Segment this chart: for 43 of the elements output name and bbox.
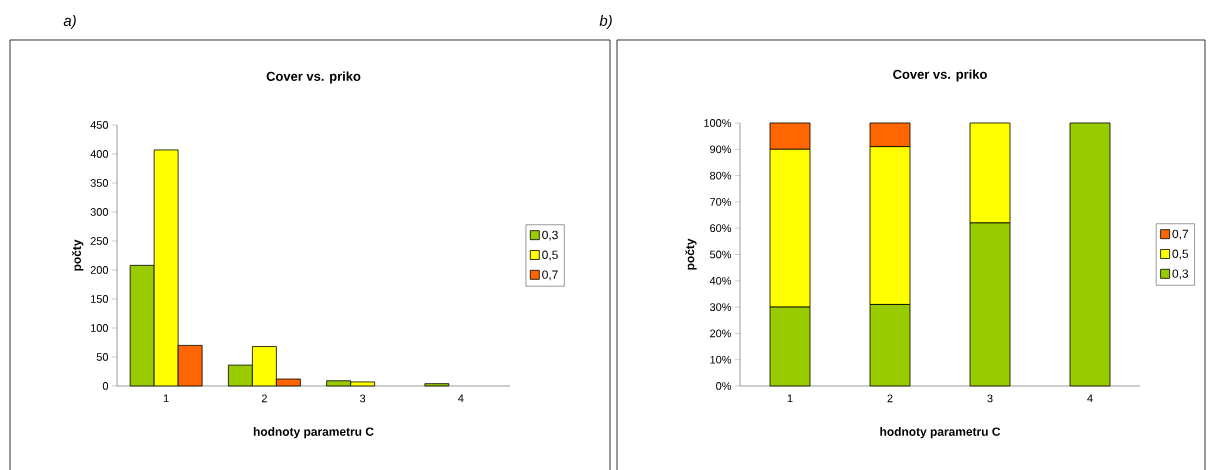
x-tick-label: 4 bbox=[458, 394, 464, 403]
text: a) bbox=[63, 15, 76, 29]
y-tick-label: 100% bbox=[704, 119, 732, 127]
legend-label: 0,3 bbox=[1172, 269, 1189, 280]
y-tick-label: 80% bbox=[710, 171, 732, 180]
legend-label: 0,7 bbox=[542, 270, 558, 281]
x-tick-label: 3 bbox=[987, 394, 993, 403]
y-tick-label: 10% bbox=[710, 355, 732, 364]
x-tick-label: 1 bbox=[163, 394, 169, 403]
y-tick-label: 30% bbox=[709, 303, 732, 311]
y-tick-label: 0 bbox=[102, 382, 109, 390]
text: b) bbox=[599, 15, 612, 29]
y-axis-title: počty bbox=[685, 238, 697, 270]
y-tick-label: 100 bbox=[91, 324, 109, 332]
y-tick-label: 90% bbox=[710, 145, 732, 154]
chart-title: Cover vs. priko bbox=[266, 71, 361, 84]
y-tick-label: 0% bbox=[716, 382, 732, 390]
legend-label: 0,5 bbox=[542, 250, 558, 261]
x-axis-title: hodnoty parametru C bbox=[253, 427, 374, 439]
y-axis-title: počty bbox=[71, 239, 84, 271]
y-tick-label: 20% bbox=[710, 329, 732, 338]
y-tick-label: 60% bbox=[710, 224, 732, 233]
y-tick-label: 70% bbox=[710, 198, 732, 206]
legend-label: 0,3 bbox=[542, 230, 558, 241]
chart-title: Cover vs. priko bbox=[893, 69, 987, 82]
x-tick-label: 3 bbox=[360, 394, 366, 403]
x-tick-label: 1 bbox=[787, 394, 793, 403]
y-tick-label: 40% bbox=[709, 276, 732, 285]
legend-label: 0,7 bbox=[1172, 229, 1189, 240]
legend-label: 0,5 bbox=[1172, 249, 1189, 260]
y-tick-label: 350 bbox=[90, 179, 109, 187]
x-tick-label: 2 bbox=[887, 394, 893, 403]
x-axis-title: hodnoty parametru C bbox=[880, 427, 1001, 439]
y-tick-label: 450 bbox=[90, 121, 109, 129]
x-tick-label: 4 bbox=[1087, 394, 1093, 403]
x-tick-label: 2 bbox=[261, 394, 267, 403]
y-tick-label: 50 bbox=[96, 353, 109, 361]
y-tick-label: 200 bbox=[90, 266, 109, 274]
y-tick-label: 400 bbox=[90, 150, 109, 158]
y-tick-label: 250 bbox=[90, 237, 109, 245]
y-tick-label: 300 bbox=[90, 208, 109, 216]
y-tick-label: 50% bbox=[710, 250, 732, 259]
y-tick-label: 150 bbox=[91, 295, 109, 303]
